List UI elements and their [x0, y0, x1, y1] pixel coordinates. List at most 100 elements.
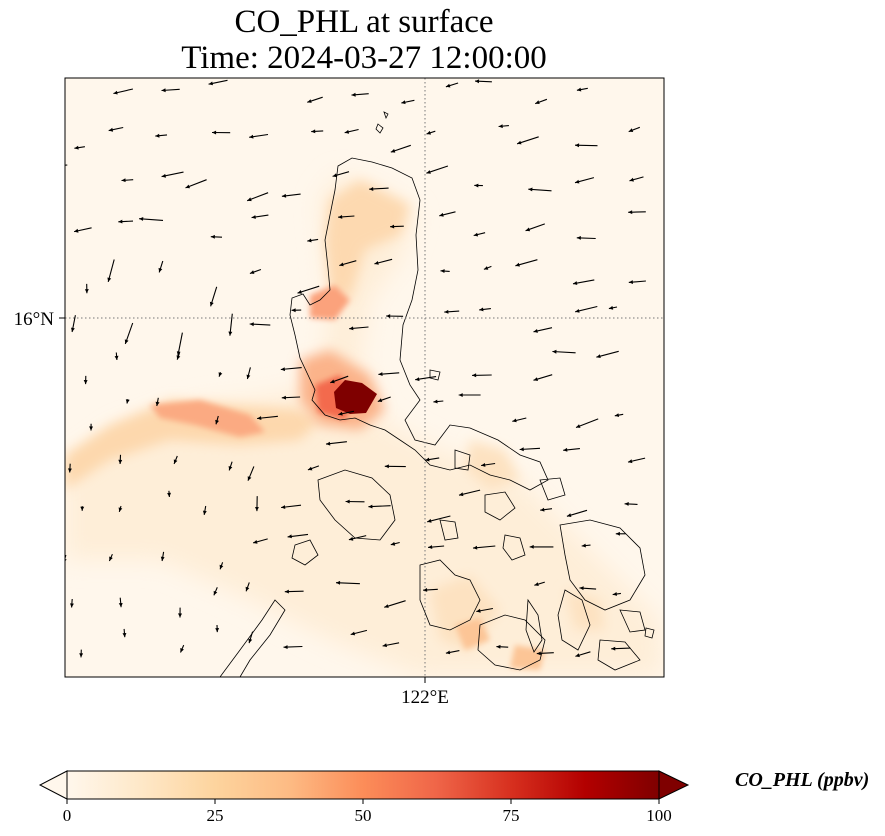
wind-arrow-head: [281, 193, 287, 198]
co-max-hotspot: [334, 380, 377, 414]
wind-arrow-head: [483, 266, 489, 270]
wind-arrow-head: [83, 380, 88, 385]
cebu-coastline: [525, 598, 543, 653]
wind-arrow-head: [249, 322, 254, 327]
wind-arrow-head: [481, 463, 486, 467]
wind-arrow-head: [351, 92, 356, 97]
wind-arrow-head: [566, 513, 572, 517]
wind-arrow-head: [473, 545, 478, 550]
concentration-field: [65, 175, 664, 677]
siargao-coastline: [644, 627, 655, 639]
wind-arrow-shaft: [65, 100, 66, 102]
wind-arrow-head: [176, 355, 181, 360]
wind-arrow-head: [628, 280, 633, 284]
mindoro-coastline: [317, 469, 396, 541]
wind-arrow-head: [284, 589, 289, 594]
masbate-coastline: [484, 491, 516, 521]
colorbar-extend-min: [38, 770, 68, 800]
wind-arrow-head: [439, 212, 444, 217]
wind-arrow-head: [307, 466, 313, 471]
wind-arrow-head: [68, 468, 72, 473]
colorbar-title: CO_PHL (ppbv): [735, 769, 870, 791]
wind-arrow-head: [535, 100, 540, 104]
wind-arrow-head: [291, 308, 296, 313]
colorbar-ticks: 0 25 50 75 100: [63, 799, 672, 825]
wind-arrow-head: [185, 184, 190, 189]
wind-arrow-head: [426, 130, 431, 135]
wind-arrow-head: [307, 99, 312, 103]
wind-arrow-head: [374, 261, 379, 265]
wind-arrow-head: [161, 173, 166, 178]
plot-title-line1: CO_PHL at surface: [234, 4, 494, 40]
wind-arrow-head: [515, 262, 520, 267]
catanduanes-coastline: [539, 477, 566, 501]
wind-arrow-head: [255, 73, 259, 77]
wind-arrow-head: [612, 592, 617, 596]
wind-arrow-head: [215, 628, 220, 633]
wind-arrow-head: [624, 502, 629, 506]
wind-arrow-head: [552, 349, 557, 354]
wind-arrow-head: [212, 130, 217, 135]
wind-arrow-head: [167, 492, 171, 497]
wind-arrow-head: [297, 290, 302, 294]
wind-arrow-head: [257, 416, 262, 420]
wind-arrow-head: [247, 476, 252, 481]
wind-arrow-head: [563, 447, 568, 452]
wind-arrow-head: [498, 124, 503, 129]
wind-arrow-head: [576, 236, 581, 240]
wind-arrow-head: [79, 653, 84, 658]
wind-arrow-head: [386, 314, 391, 318]
wind-arrow-head: [219, 564, 224, 570]
wind-arrow-head: [349, 326, 354, 331]
wind-arrow-head: [611, 646, 616, 651]
map-frame: [64, 77, 665, 678]
ticao-coastline: [502, 534, 526, 561]
wind-arrow-head: [80, 506, 85, 511]
wind-arrow-head: [84, 289, 89, 294]
wind-arrow-head: [428, 545, 433, 549]
wind-arrow-head: [581, 543, 586, 548]
wind-arrow-head: [247, 197, 252, 202]
wind-arrow-head: [281, 505, 286, 509]
wind-arrow-head: [512, 418, 517, 423]
wind-arrow-head: [525, 227, 531, 232]
wind-arrow-head: [338, 411, 343, 416]
marinduque-coastline: [454, 449, 471, 471]
wind-arrow-head: [384, 604, 389, 608]
wind-arrow-head: [54, 101, 58, 105]
wind-arrow-head: [202, 510, 207, 515]
wind-arrow-head: [107, 277, 112, 282]
wind-arrow-head: [178, 613, 182, 618]
wind-arrow-shaft: [255, 75, 270, 76]
colorbar-tick-label: 75: [503, 806, 520, 825]
wind-arrow-head: [215, 419, 219, 425]
wind-arrow-head: [575, 143, 580, 148]
wind-arrow-head: [122, 633, 127, 638]
wind-arrow-head: [575, 309, 580, 313]
wind-arrow-head: [210, 234, 215, 239]
wind-arrow-head: [249, 134, 254, 139]
wind-arrow-head: [253, 540, 258, 544]
wind-arrow-head: [350, 631, 356, 636]
leyte-coastline: [557, 589, 591, 651]
wind-arrow-shaft: [631, 78, 632, 79]
wind-arrow-head: [336, 580, 341, 585]
co-plume-west-core: [150, 400, 265, 437]
wind-arrow-head: [89, 426, 93, 431]
wind-arrow-head: [311, 129, 316, 134]
wind-arrow-head: [596, 354, 601, 358]
wind-arrow-head: [496, 644, 501, 649]
wind-arrow-head: [629, 177, 634, 182]
wind-arrow-head: [307, 238, 312, 243]
wind-arrow-head: [155, 401, 160, 406]
wind-arrow-head: [74, 228, 79, 233]
wind-arrow-head: [218, 372, 223, 377]
panay-coastline: [419, 559, 481, 631]
wind-arrow-head: [534, 582, 539, 586]
bohol-coastline: [597, 639, 641, 671]
wind-arrow-head: [56, 164, 60, 168]
wind-arrow-head: [575, 179, 580, 184]
colorbar-gradient: [66, 770, 660, 800]
wind-arrow-head: [377, 398, 383, 402]
